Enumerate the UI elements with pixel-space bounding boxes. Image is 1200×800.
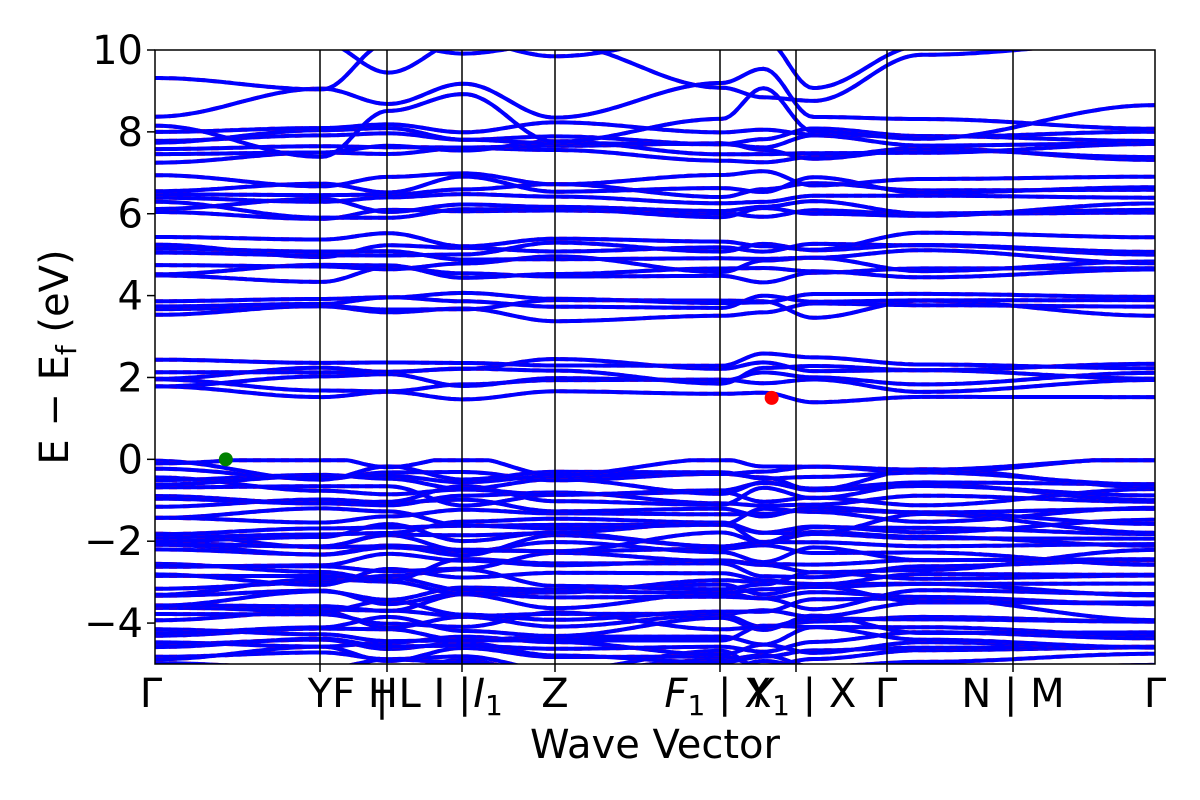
- y-tick-label: 2: [118, 355, 143, 401]
- band-line-down: [155, 66, 1155, 131]
- band-line-down: [340, 50, 907, 91]
- band-line-up: [155, 351, 1155, 371]
- band-line-up: [155, 623, 1155, 644]
- high-symmetry-lines: [319, 50, 1014, 672]
- kpath-label-f1-x: F1 | X: [664, 671, 771, 722]
- band-line-up: [155, 384, 1155, 405]
- y-axis: −4 −2 0 2 4 6 8 10: [84, 28, 155, 647]
- x-axis-title: Wave Vector: [530, 722, 781, 768]
- band-line-up: [155, 507, 1155, 526]
- band-line-up: [155, 539, 1155, 565]
- kpath-label-gamma-start: Γ: [140, 671, 163, 717]
- band-line-up: [155, 458, 1155, 482]
- bands-layer: [155, 50, 1155, 664]
- band-line-up: [155, 66, 1155, 131]
- band-line-up: [155, 531, 1155, 549]
- y-tick-label: −2: [84, 519, 143, 565]
- band-line-up: [155, 464, 1155, 487]
- band-line-up: [155, 120, 1155, 139]
- band-line-up: [155, 505, 1155, 531]
- kpath-label-gamma-end: Γ: [1144, 671, 1167, 717]
- band-line-up: [155, 364, 1155, 386]
- y-axis-title: E − Ef (eV): [32, 249, 83, 464]
- band-line-up: [155, 293, 1155, 310]
- y-tick-label: −4: [84, 601, 143, 647]
- kpath-label-gamma-mid: Γ: [875, 671, 898, 717]
- kpath-label-i1: I1: [473, 671, 503, 722]
- kpath-label-n-m: N | M: [961, 671, 1064, 717]
- band-line-up: [155, 86, 1155, 159]
- x-axis-kpath-labels: Γ Y F H | L I | I1 Z F1 | X Y1 | X Γ N |…: [140, 671, 1167, 722]
- band-line-up: [155, 174, 1155, 195]
- band-line-up: [155, 139, 1155, 157]
- band-line-up: [155, 246, 1155, 266]
- kpath-label-z: Z: [541, 671, 568, 717]
- kpath-label-f-h: F H: [332, 671, 398, 717]
- vbm-marker: [218, 452, 233, 467]
- band-line-up: [155, 169, 1155, 189]
- plot-frame: [154, 49, 1156, 665]
- band-line-up: [155, 254, 1155, 274]
- kpath-label-y: Y: [307, 671, 333, 717]
- band-line-up: [155, 634, 1155, 657]
- band-line-up: [155, 458, 1155, 478]
- y-tick-label: 6: [118, 192, 143, 238]
- kpath-label-l-i: L I |: [399, 671, 472, 717]
- y-tick-label: 0: [118, 437, 143, 483]
- band-line-up: [155, 547, 1155, 575]
- band-line-up: [155, 230, 1155, 252]
- band-line-up: [340, 50, 907, 91]
- band-line-up: [155, 497, 1155, 519]
- band-line-up: [155, 573, 1155, 595]
- band-line-up: [155, 131, 1155, 150]
- band-edge-markers: [218, 390, 779, 467]
- y-tick-label: 4: [118, 274, 143, 320]
- band-line-up: [155, 50, 1039, 103]
- band-line-up: [155, 475, 1155, 497]
- y-tick-label: 8: [118, 110, 143, 156]
- kpath-label-y1-x: Y1 | X: [748, 671, 857, 722]
- band-line-up: [155, 567, 1155, 592]
- band-line-up: [155, 290, 1155, 309]
- band-line-up: [155, 196, 1155, 216]
- band-line-up: [155, 577, 1155, 598]
- band-line-up: [155, 610, 1155, 632]
- band-line-up: [155, 240, 1155, 258]
- kpath-label-bar: |: [375, 674, 388, 720]
- cbm-marker: [764, 390, 779, 405]
- band-line-up: [155, 567, 1155, 587]
- band-line-up: [155, 192, 1155, 206]
- band-line-up: [155, 516, 1155, 540]
- y-tick-label: 10: [92, 28, 143, 74]
